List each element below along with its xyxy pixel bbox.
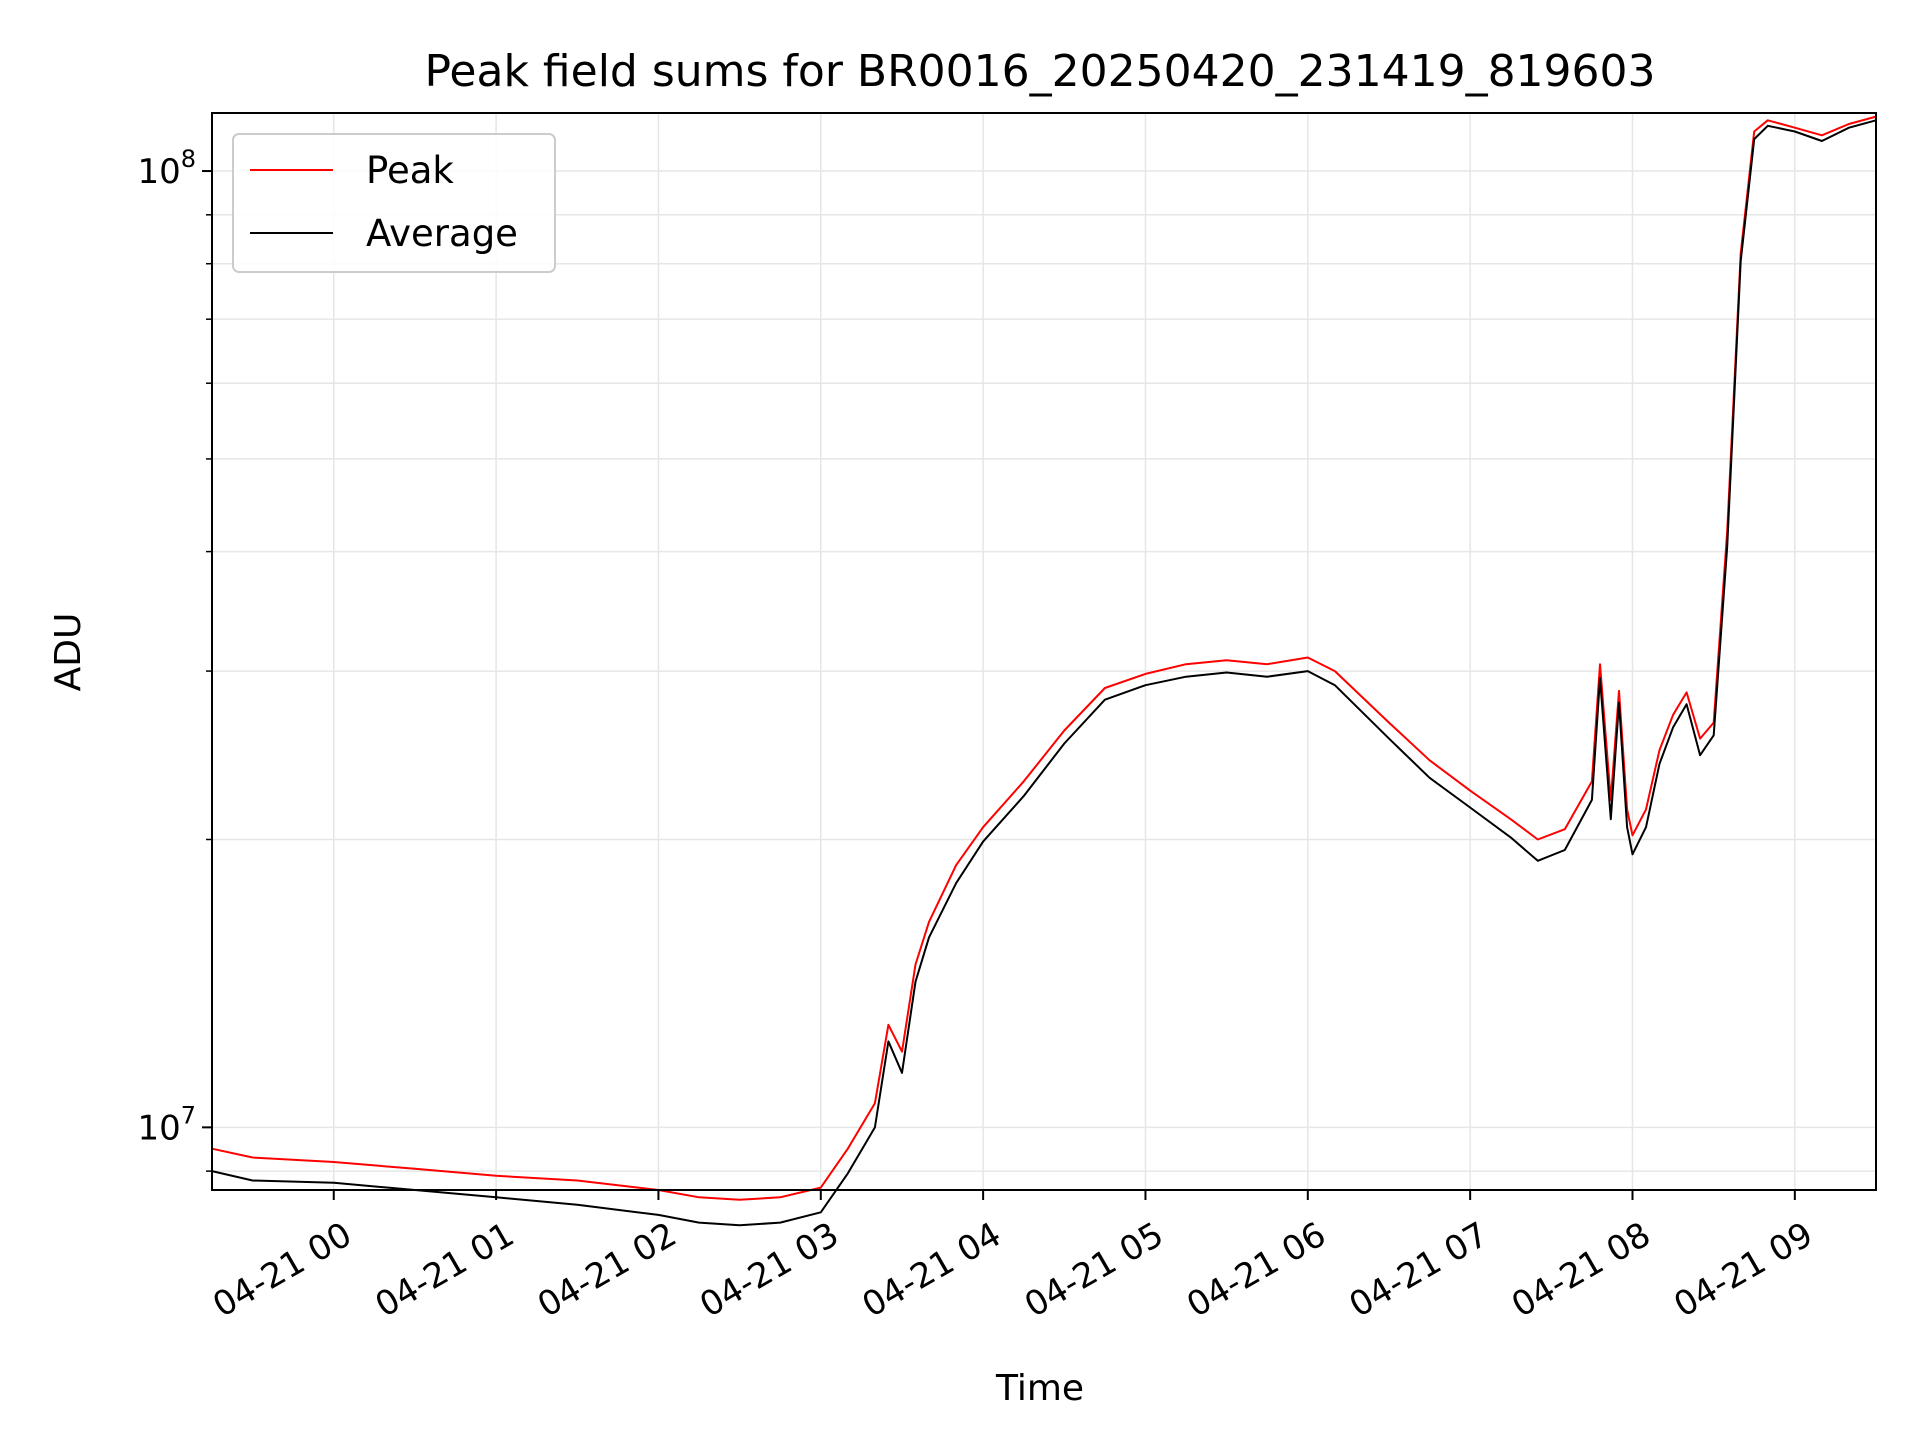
series-line-peak	[211, 115, 1877, 1201]
legend-label-peak: Peak	[366, 149, 454, 192]
y-tick-exponent: 7	[181, 1101, 196, 1129]
y-tick-base: 10	[137, 152, 180, 192]
plot-frame	[211, 112, 1877, 1191]
chart-title: Peak field sums for BR0016_20250420_2314…	[424, 46, 1655, 97]
y-tick-base: 10	[137, 1108, 180, 1148]
grid	[212, 113, 1876, 1190]
y-tick-label: 107	[137, 1101, 196, 1148]
y-tick-exponent: 8	[181, 145, 196, 173]
y-tick-label: 108	[137, 145, 196, 192]
legend-box	[232, 133, 556, 273]
legend-label-average: Average	[366, 212, 518, 255]
series-group	[211, 115, 1877, 1227]
x-axis-label: Time	[995, 1368, 1084, 1409]
series-line-average	[211, 119, 1877, 1227]
legend: Peak Average	[232, 133, 556, 273]
y-axis-label: ADU	[48, 613, 89, 692]
